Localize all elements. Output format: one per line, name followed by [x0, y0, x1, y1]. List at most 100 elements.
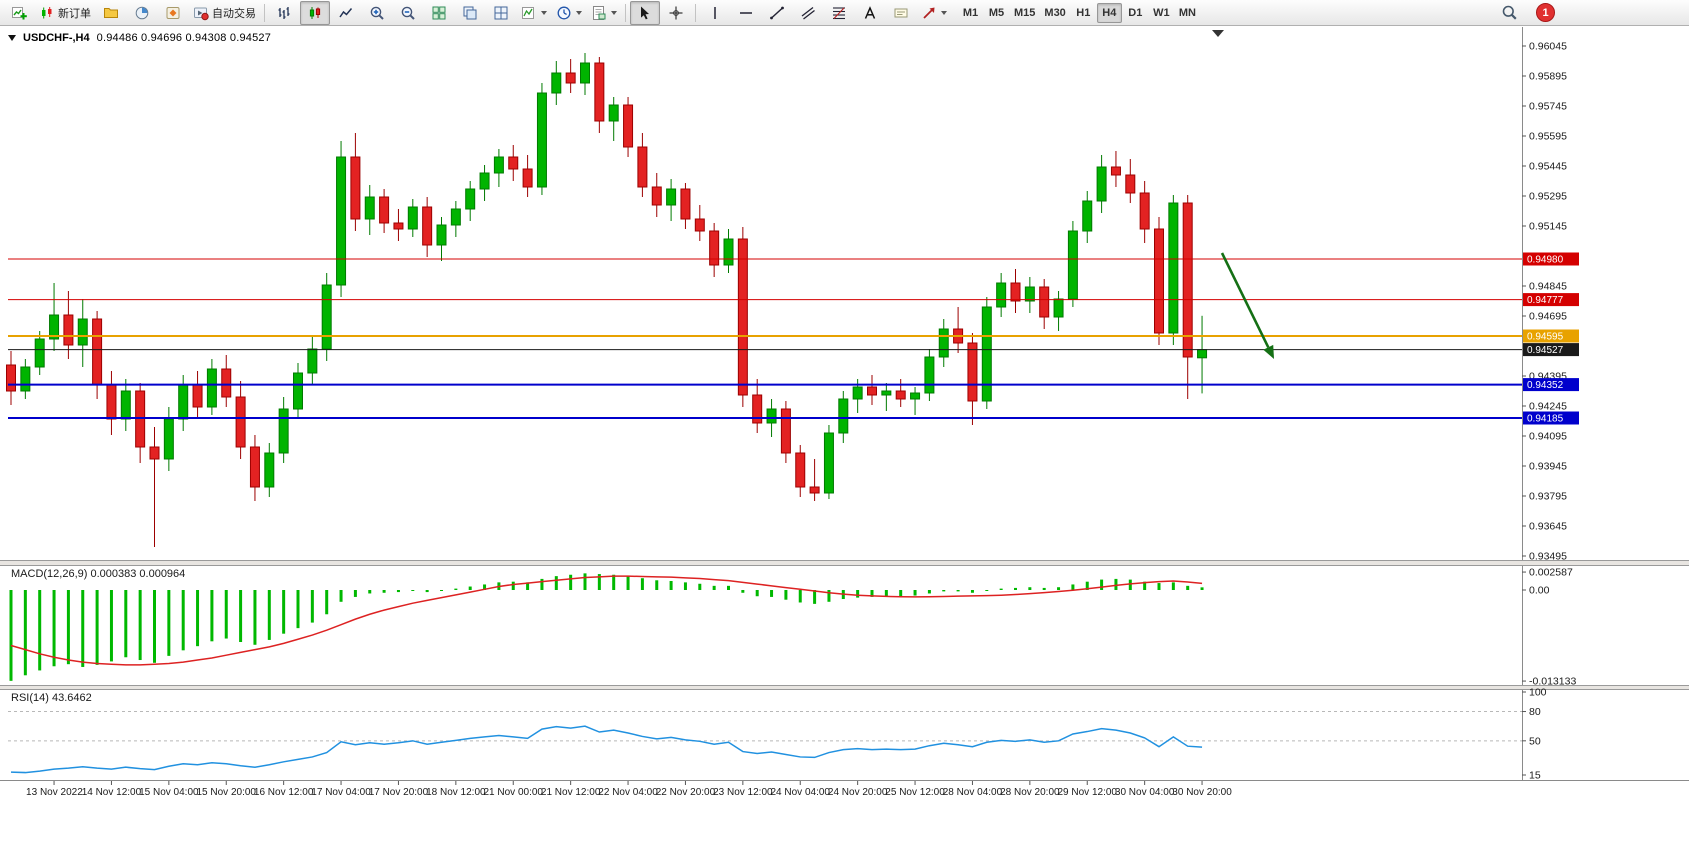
candle	[996, 273, 1007, 317]
timeframe-button-w1[interactable]: W1	[1149, 3, 1174, 23]
text-label-icon	[893, 5, 909, 21]
chart-canvas[interactable]: 0.96045 0.95895 0.95745 0.95595 0.95445 0.952…	[0, 27, 1689, 862]
macd-histogram-bar	[353, 590, 357, 597]
folder-icon	[103, 5, 119, 21]
cascade-windows-button[interactable]	[455, 1, 485, 25]
profiles-button[interactable]	[96, 1, 126, 25]
panel-separator[interactable]	[0, 686, 1689, 689]
fibonacci-tool-button[interactable]	[824, 1, 854, 25]
time-axis-label: 30 Nov 04:00	[1115, 787, 1175, 798]
candle	[967, 333, 978, 425]
candle	[867, 375, 877, 405]
timeframe-button-mn[interactable]: MN	[1175, 3, 1200, 23]
timeframe-button-m1[interactable]: M1	[958, 3, 983, 23]
candle	[1024, 277, 1035, 313]
new-chart-button[interactable]	[4, 1, 34, 25]
notification-badge[interactable]: 1	[1536, 3, 1555, 22]
line-chart-icon	[338, 5, 354, 21]
text-label-tool-button[interactable]	[886, 1, 916, 25]
price-axis-label: 0.95145	[1529, 221, 1567, 233]
candle	[63, 291, 74, 359]
svg-text:0.94185: 0.94185	[1527, 414, 1564, 425]
search-icon	[1501, 4, 1518, 21]
macd-histogram-bar	[310, 590, 314, 623]
clock-icon	[556, 5, 572, 21]
macd-histogram-bar	[411, 590, 415, 591]
timeframe-button-m15[interactable]: M15	[1010, 3, 1039, 23]
chart-shift-marker-icon[interactable]	[1212, 30, 1224, 37]
macd-histogram-bar	[597, 574, 601, 590]
channel-tool-button[interactable]	[793, 1, 823, 25]
timeframe-button-m30[interactable]: M30	[1040, 3, 1069, 23]
candlesticks-layer	[6, 53, 1208, 547]
macd-histogram-bar	[483, 584, 487, 590]
macd-histogram-bar	[425, 590, 429, 593]
timeframe-button-d1[interactable]: D1	[1123, 3, 1148, 23]
autotrading-button[interactable]: 自动交易	[189, 1, 260, 25]
macd-histogram-bar	[181, 590, 185, 651]
macd-histogram-bar	[210, 590, 214, 642]
candle	[508, 145, 519, 181]
time-axis-label: 22 Nov 04:00	[598, 787, 658, 798]
market-watch-button[interactable]	[127, 1, 157, 25]
chart-header: USDCHF-,H4 0.94486 0.94696 0.94308 0.945…	[8, 32, 271, 44]
toolbar-separator	[695, 3, 696, 22]
cursor-tool-button[interactable]	[630, 0, 660, 25]
trendline-tool-button[interactable]	[762, 1, 792, 25]
cursor-icon	[637, 5, 653, 21]
trend-arrow-annotation[interactable]	[1220, 252, 1274, 359]
price-axis-label: 0.95895	[1529, 71, 1567, 83]
macd-histogram-bar	[884, 590, 888, 597]
indicators-button[interactable]	[517, 1, 551, 25]
tile-windows-button[interactable]	[424, 1, 454, 25]
candle	[1110, 151, 1121, 187]
candle	[336, 141, 347, 297]
candle	[163, 407, 174, 471]
candle	[450, 201, 461, 237]
time-axis-label: 24 Nov 20:00	[828, 787, 888, 798]
line-chart-button[interactable]	[331, 1, 361, 25]
panel-separator[interactable]	[0, 561, 1689, 565]
macd-histogram-bar	[1186, 585, 1190, 590]
macd-histogram-bar	[526, 582, 530, 590]
search-button[interactable]	[1494, 1, 1524, 25]
rsi-panel: 100 80 50 15	[8, 687, 1547, 782]
macd-histogram-bar	[167, 590, 171, 656]
horizontal-line-tool-button[interactable]	[731, 1, 761, 25]
candle	[1096, 155, 1107, 213]
chart-menu-icon[interactable]	[8, 35, 16, 41]
candle	[178, 375, 189, 431]
macd-histogram-bar	[612, 574, 616, 590]
candlestick-chart-button[interactable]	[300, 0, 330, 25]
arrange-windows-icon	[493, 5, 509, 21]
bar-chart-button[interactable]	[269, 1, 299, 25]
new-chart-icon	[11, 5, 27, 21]
time-axis-label: 28 Nov 20:00	[1000, 787, 1060, 798]
macd-signal-line	[10, 575, 1203, 666]
new-order-button[interactable]: 新订单	[35, 1, 95, 25]
period-button[interactable]	[552, 1, 586, 25]
timeframe-button-h4[interactable]: H4	[1096, 2, 1122, 23]
text-tool-button[interactable]	[855, 1, 885, 25]
macd-histogram-bar	[66, 590, 70, 665]
arrows-tool-button[interactable]	[917, 1, 951, 25]
tile-windows-icon	[431, 5, 447, 21]
vertical-line-tool-button[interactable]	[700, 1, 730, 25]
macd-histogram-bar	[1085, 581, 1089, 590]
metaeditor-button[interactable]	[158, 1, 188, 25]
candle	[580, 53, 590, 95]
candle	[680, 183, 691, 229]
timeframe-button-m5[interactable]: M5	[984, 3, 1009, 23]
macd-histogram-bar	[712, 585, 716, 590]
zoom-out-button[interactable]	[393, 1, 423, 25]
candle	[938, 319, 949, 367]
candle	[1039, 279, 1050, 329]
templates-button[interactable]	[587, 1, 621, 25]
zoom-in-button[interactable]	[362, 1, 392, 25]
crosshair-tool-button[interactable]	[661, 1, 691, 25]
time-axis-label: 21 Nov 12:00	[541, 787, 601, 798]
time-axis-label: 15 Nov 20:00	[197, 787, 257, 798]
arrange-windows-button[interactable]	[486, 1, 516, 25]
timeframe-button-h1[interactable]: H1	[1071, 3, 1096, 23]
